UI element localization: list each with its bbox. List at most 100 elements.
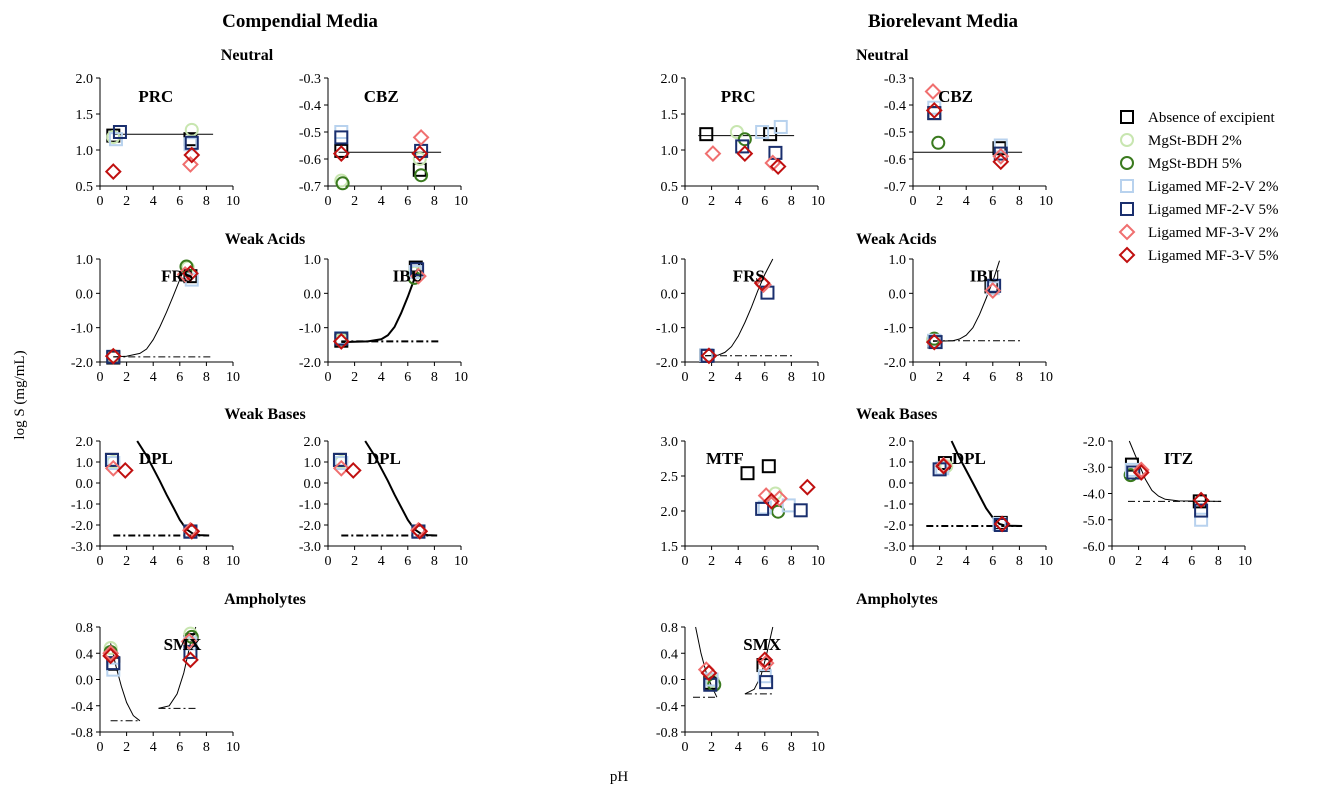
data-point bbox=[176, 266, 194, 283]
legend-label: Ligamed MF-3-V 2% bbox=[1148, 225, 1279, 241]
data-point bbox=[334, 143, 349, 158]
panel-frs-compendial: 0 2 4 6 8 10 -2.0 -1.0 0.0 1.0 FRS bbox=[71, 253, 240, 385]
data-point bbox=[735, 139, 750, 154]
data-point bbox=[102, 644, 120, 662]
data-point bbox=[332, 459, 350, 477]
y-tick-label: 0.0 bbox=[76, 477, 94, 492]
group-title-bases-biorelevant: Weak Bases bbox=[856, 406, 937, 423]
y-tick-label: -4.0 bbox=[1083, 488, 1105, 503]
panel-cbz-compendial: 0 2 4 6 8 10 -0.7 -0.6 -0.5 -0.4 -0.3 CBZ bbox=[299, 72, 468, 209]
data-point bbox=[104, 459, 122, 477]
x-tick-label: 10 bbox=[1039, 194, 1053, 209]
x-tick-label: 6 bbox=[176, 554, 183, 569]
legend-item: Ligamed MF-2-V 5% bbox=[1120, 202, 1279, 218]
data-point bbox=[987, 278, 1002, 293]
group-title-neutral-biorelevant: Neutral bbox=[856, 47, 909, 64]
y-tick-label: 1.0 bbox=[76, 144, 94, 159]
y-axis-label: log S (mg/mL) bbox=[12, 350, 28, 439]
legend: Absence of excipient MgSt-BDH 2% MgSt-BDH … bbox=[1118, 110, 1279, 264]
data-point bbox=[798, 478, 816, 496]
y-tick-label: -2.0 bbox=[1083, 435, 1105, 450]
x-tick-label: 10 bbox=[226, 554, 240, 569]
data-point bbox=[104, 163, 122, 181]
x-tick-label: 2 bbox=[123, 554, 130, 569]
model-curve bbox=[110, 643, 141, 722]
panel-drug-label: ITZ bbox=[1164, 449, 1193, 468]
y-tick-label: 1.0 bbox=[304, 253, 322, 268]
panel-prc-compendial: 0 2 4 6 8 10 0.5 1.0 1.5 2.0 PRC bbox=[76, 72, 241, 209]
y-tick-label: 2.0 bbox=[661, 72, 679, 87]
y-tick-label: -0.4 bbox=[884, 99, 906, 114]
panel-smx-compendial: 0 2 4 6 8 10 -0.8 -0.4 0.0 0.4 0.8 SMX bbox=[71, 621, 240, 755]
group-title-acids-compendial: Weak Acids bbox=[225, 231, 305, 248]
panel-drug-label: FRS bbox=[161, 267, 193, 286]
x-tick-label: 6 bbox=[404, 194, 411, 209]
y-tick-label: -0.4 bbox=[656, 700, 678, 715]
data-point bbox=[1132, 461, 1150, 479]
panel-prc-biorelevant: 0 2 4 6 8 10 0.5 1.0 1.5 2.0 PRC bbox=[661, 72, 826, 209]
legend-marker-icon bbox=[1118, 223, 1136, 241]
x-tick-label: 6 bbox=[761, 554, 768, 569]
x-tick-label: 2 bbox=[708, 740, 715, 755]
data-point bbox=[759, 675, 774, 690]
y-tick-label: 3.0 bbox=[661, 435, 679, 450]
data-point bbox=[1192, 491, 1210, 509]
legend-marker-icon bbox=[1120, 133, 1134, 147]
data-point bbox=[332, 452, 347, 467]
y-tick-label: 1.5 bbox=[76, 108, 94, 123]
data-point bbox=[182, 265, 199, 282]
legend-label: Ligamed MF-2-V 2% bbox=[1148, 179, 1279, 195]
x-tick-label: 4 bbox=[378, 554, 385, 569]
y-tick-label: 2.0 bbox=[76, 72, 94, 87]
y-tick-label: 1.0 bbox=[661, 144, 679, 159]
y-tick-label: 0.4 bbox=[76, 647, 94, 662]
model-curve bbox=[158, 626, 197, 709]
x-tick-label: 8 bbox=[1016, 554, 1023, 569]
x-tick-label: 10 bbox=[1039, 370, 1053, 385]
data-point bbox=[925, 101, 943, 119]
y-tick-label: 0.5 bbox=[76, 180, 94, 195]
panel-dpl-compendial: 0 2 4 6 8 10 -3.0 -2.0 -1.0 0.0 1.0 2.0 DPL bbox=[71, 435, 240, 569]
x-tick-label: 0 bbox=[682, 554, 689, 569]
data-point bbox=[182, 155, 199, 173]
x-tick-label: 6 bbox=[989, 194, 996, 209]
data-point bbox=[104, 452, 119, 467]
legend-label: Absence of excipient bbox=[1148, 110, 1275, 126]
legend-item: MgSt-BDH 5% bbox=[1120, 156, 1242, 172]
legend-marker-icon bbox=[1120, 110, 1134, 124]
panel-drug-label: SMX bbox=[743, 635, 782, 654]
x-tick-label: 4 bbox=[963, 194, 970, 209]
y-tick-label: -3.0 bbox=[299, 540, 321, 555]
x-tick-label: 2 bbox=[936, 554, 943, 569]
data-point bbox=[993, 146, 1008, 161]
data-point bbox=[925, 333, 943, 351]
panel-smx-biorelevant: 0 2 4 6 8 10 -0.8 -0.4 0.0 0.4 0.8 SMX bbox=[656, 621, 825, 755]
data-point bbox=[334, 130, 349, 145]
y-tick-label: 1.0 bbox=[661, 253, 679, 268]
model-curve bbox=[704, 258, 774, 357]
x-tick-label: 0 bbox=[97, 194, 104, 209]
x-tick-label: 6 bbox=[1188, 554, 1195, 569]
x-tick-label: 10 bbox=[811, 370, 825, 385]
y-tick-label: 2.5 bbox=[661, 470, 679, 485]
x-tick-label: 8 bbox=[431, 194, 438, 209]
x-tick-label: 0 bbox=[325, 370, 332, 385]
data-point bbox=[992, 153, 1010, 171]
data-point bbox=[773, 119, 788, 134]
x-tick-label: 2 bbox=[123, 740, 130, 755]
y-tick-label: -0.5 bbox=[299, 126, 321, 141]
data-point bbox=[412, 152, 427, 166]
x-tick-label: 4 bbox=[735, 194, 742, 209]
data-point bbox=[761, 459, 776, 474]
data-point bbox=[993, 138, 1008, 153]
x-tick-label: 8 bbox=[203, 370, 210, 385]
x-tick-label: 10 bbox=[811, 740, 825, 755]
data-point bbox=[700, 347, 718, 365]
data-point bbox=[335, 176, 350, 191]
y-tick-label: -1.0 bbox=[884, 498, 906, 513]
y-tick-label: -0.4 bbox=[71, 700, 93, 715]
data-point bbox=[729, 125, 744, 139]
data-point bbox=[736, 145, 754, 163]
x-tick-label: 6 bbox=[989, 370, 996, 385]
data-point bbox=[931, 135, 946, 150]
